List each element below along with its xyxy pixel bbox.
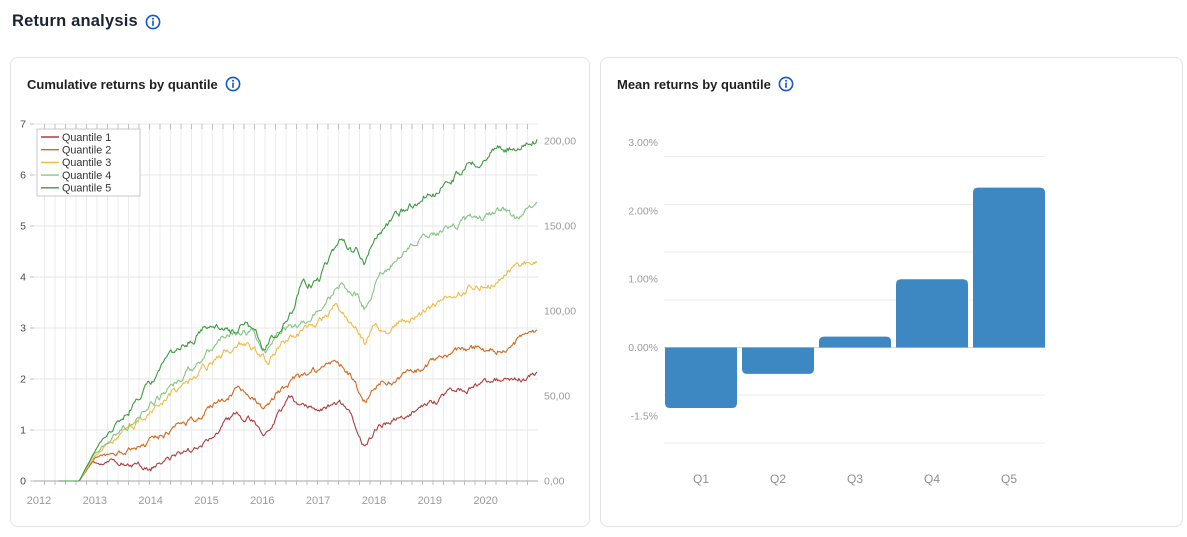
series-line-quantile-5 <box>58 139 538 482</box>
right-y-tick-label: 50,00 <box>544 391 570 403</box>
left-y-tick-label: 0 <box>20 476 26 488</box>
legend-label[interactable]: Quantile 3 <box>62 157 111 169</box>
mean-returns-chart-canvas: 3.00% 2.00% 1.00% 0.00% -1.5% Q1 Q2 Q3 Q4 Q5 <box>628 137 1045 486</box>
x-tick-label: 2020 <box>473 495 497 507</box>
left-y-tick-label: 7 <box>20 119 26 131</box>
mean-returns-card: 3.00% 2.00% 1.00% 0.00% -1.5% Q1 Q2 Q3 Q4 Q5 Mean… <box>600 57 1183 527</box>
left-y-tick-label: 5 <box>20 221 26 233</box>
cumulative-returns-card-header: Cumulative returns by quantile <box>27 76 241 92</box>
x-tick-label: 2012 <box>27 495 51 507</box>
info-icon[interactable] <box>145 14 161 30</box>
bar-x-label: Q2 <box>770 472 786 486</box>
page-title: Return analysis <box>12 12 138 30</box>
mean-returns-card-title: Mean returns by quantile <box>617 76 771 92</box>
cumulative-returns-card-title: Cumulative returns by quantile <box>27 76 218 92</box>
mean-returns-card-header: Mean returns by quantile <box>617 76 794 92</box>
series-line-quantile-4 <box>58 201 538 482</box>
right-y-tick-label: 150,00 <box>544 221 576 233</box>
series-line-quantile-3 <box>58 260 538 482</box>
bar-q3[interactable] <box>819 336 891 348</box>
cumulative-returns-card: 0 1 2 3 4 5 6 7 0,00 50,00 100,00 150,00 200,00 2012 2… <box>10 57 590 527</box>
left-y-tick-label: 3 <box>20 323 26 335</box>
series-line-quantile-1 <box>58 371 538 482</box>
x-tick-label: 2016 <box>250 495 274 507</box>
x-tick-label: 2017 <box>306 495 330 507</box>
x-tick-label: 2015 <box>194 495 218 507</box>
left-y-tick-label: 2 <box>20 374 26 386</box>
cumulative-returns-chart-canvas: 0 1 2 3 4 5 6 7 0,00 50,00 100,00 150,00 200,00 2012 2… <box>20 119 576 508</box>
x-tick-label: 2018 <box>362 495 386 507</box>
info-icon[interactable] <box>225 76 241 92</box>
info-icon[interactable] <box>778 76 794 92</box>
legend-label[interactable]: Quantile 1 <box>62 132 111 144</box>
bar-x-label: Q4 <box>924 472 940 486</box>
bar-y-tick-label: -1.5% <box>631 410 658 422</box>
legend-label[interactable]: Quantile 2 <box>62 145 111 157</box>
legend-label[interactable]: Quantile 5 <box>62 183 111 195</box>
bar-y-tick-label: 2.00% <box>628 205 658 217</box>
legend-label[interactable]: Quantile 4 <box>62 170 111 182</box>
bar-q1[interactable] <box>665 347 737 409</box>
x-tick-label: 2019 <box>418 495 442 507</box>
right-y-tick-label: 100,00 <box>544 306 576 318</box>
bar-y-tick-label: 3.00% <box>628 137 658 149</box>
bar-y-tick-label: 1.00% <box>628 274 658 286</box>
bar-x-label: Q3 <box>847 472 863 486</box>
series-line-quantile-2 <box>58 329 538 482</box>
bar-y-tick-label: 0.00% <box>628 342 658 354</box>
x-tick-label: 2013 <box>83 495 107 507</box>
right-y-tick-label: 0,00 <box>544 476 565 488</box>
x-tick-label: 2014 <box>138 495 162 507</box>
page-header: Return analysis <box>12 12 161 31</box>
bar-q4[interactable] <box>896 279 968 348</box>
bar-x-label: Q1 <box>693 472 709 486</box>
left-y-tick-label: 6 <box>20 170 26 182</box>
bar-q5[interactable] <box>973 187 1045 348</box>
bar-x-label: Q5 <box>1001 472 1017 486</box>
bar-q2[interactable] <box>742 347 814 374</box>
right-y-tick-label: 200,00 <box>544 136 576 148</box>
left-y-tick-label: 1 <box>20 425 26 437</box>
left-y-tick-label: 4 <box>20 272 26 284</box>
